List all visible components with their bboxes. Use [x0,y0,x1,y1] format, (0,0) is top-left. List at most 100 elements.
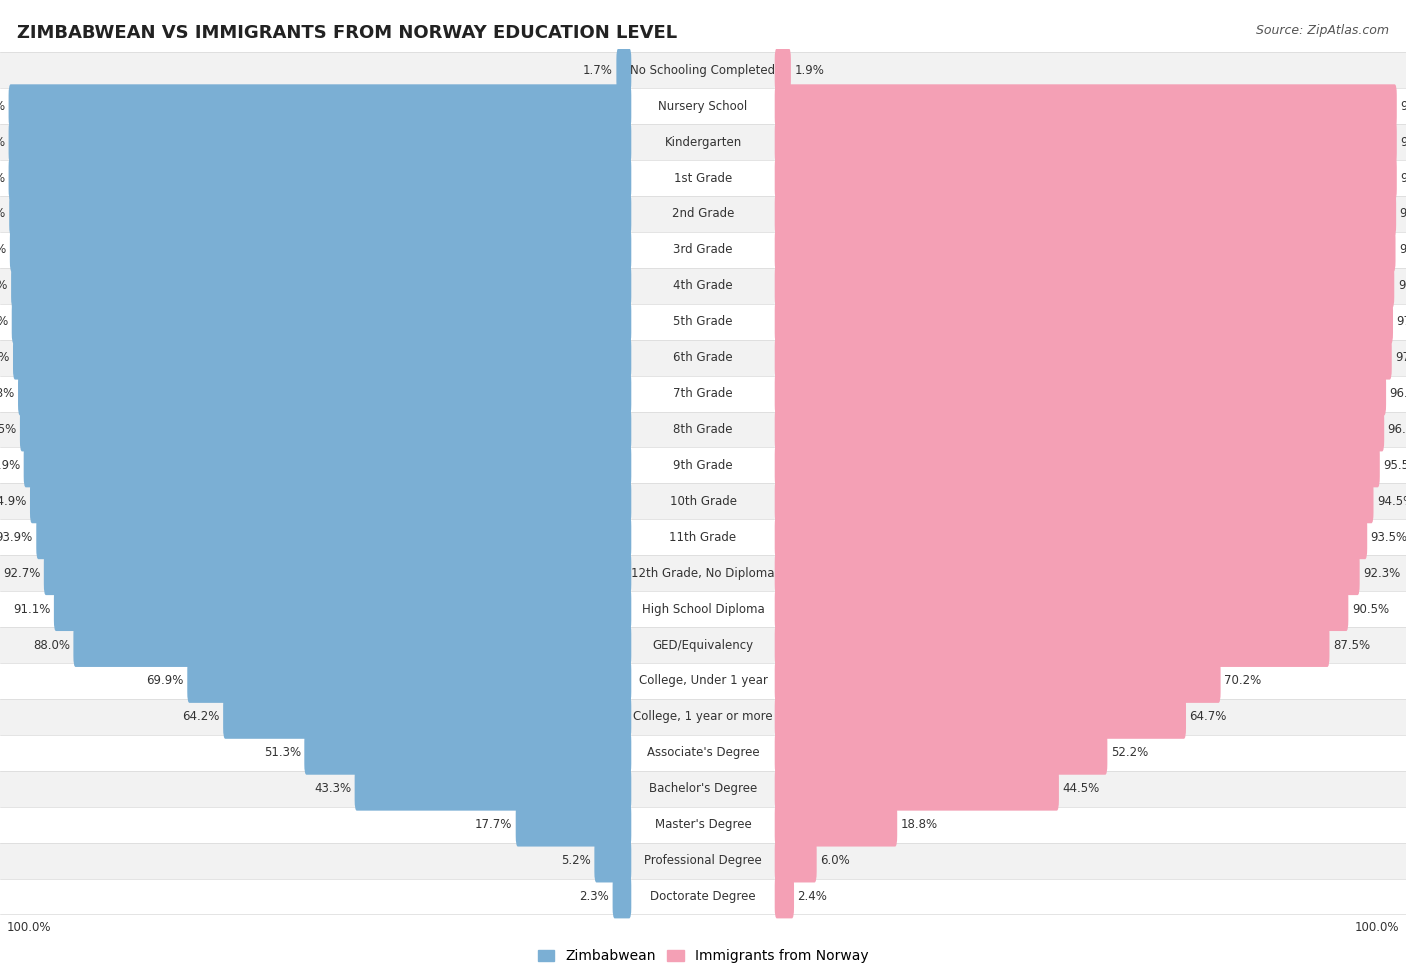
Text: 96.5%: 96.5% [1389,387,1406,400]
Bar [0,232,1406,268]
FancyBboxPatch shape [224,695,631,739]
Bar [0,520,1406,555]
Bar [0,555,1406,591]
Text: 10th Grade: 10th Grade [669,495,737,508]
FancyBboxPatch shape [8,156,631,200]
Bar [0,411,1406,448]
Text: 92.7%: 92.7% [3,566,41,580]
Text: 17.7%: 17.7% [475,818,512,831]
Text: ZIMBABWEAN VS IMMIGRANTS FROM NORWAY EDUCATION LEVEL: ZIMBABWEAN VS IMMIGRANTS FROM NORWAY EDU… [17,24,678,42]
Bar [0,878,1406,915]
Bar [0,124,1406,160]
Text: 98.3%: 98.3% [0,136,6,148]
Text: 97.6%: 97.6% [0,351,10,365]
FancyBboxPatch shape [775,228,1396,272]
Bar [0,268,1406,304]
Text: 98.2%: 98.2% [1400,172,1406,184]
Text: Source: ZipAtlas.com: Source: ZipAtlas.com [1256,24,1389,37]
Text: Professional Degree: Professional Degree [644,854,762,867]
FancyBboxPatch shape [18,371,631,415]
Text: 93.5%: 93.5% [1371,530,1406,544]
Text: Master's Degree: Master's Degree [655,818,751,831]
Text: No Schooling Completed: No Schooling Completed [630,63,776,77]
Text: 92.3%: 92.3% [1364,566,1400,580]
Text: 97.8%: 97.8% [1398,279,1406,292]
Text: 98.1%: 98.1% [1399,208,1406,220]
Text: 94.5%: 94.5% [1376,495,1406,508]
Text: 64.7%: 64.7% [1189,711,1227,723]
FancyBboxPatch shape [775,659,1220,703]
Text: 100.0%: 100.0% [7,920,52,933]
Bar [0,735,1406,771]
Text: Associate's Degree: Associate's Degree [647,746,759,760]
Text: GED/Equivalency: GED/Equivalency [652,639,754,651]
FancyBboxPatch shape [775,84,1396,128]
Text: 98.2%: 98.2% [1400,136,1406,148]
FancyBboxPatch shape [775,802,897,846]
FancyBboxPatch shape [354,766,631,810]
FancyBboxPatch shape [775,264,1395,308]
FancyBboxPatch shape [775,444,1379,488]
Bar [0,627,1406,663]
FancyBboxPatch shape [775,408,1384,451]
FancyBboxPatch shape [595,838,631,882]
FancyBboxPatch shape [8,84,631,128]
Text: 5.2%: 5.2% [561,854,591,867]
Text: 98.3%: 98.3% [0,172,6,184]
Text: 97.6%: 97.6% [1396,315,1406,329]
Text: 7th Grade: 7th Grade [673,387,733,400]
Text: 2.3%: 2.3% [579,890,609,903]
FancyBboxPatch shape [775,551,1360,595]
FancyBboxPatch shape [775,623,1330,667]
Text: 88.0%: 88.0% [32,639,70,651]
Text: 98.1%: 98.1% [0,244,7,256]
Text: 96.2%: 96.2% [1388,423,1406,436]
FancyBboxPatch shape [44,551,631,595]
Text: 6th Grade: 6th Grade [673,351,733,365]
Bar [0,663,1406,699]
FancyBboxPatch shape [11,264,631,308]
Text: Doctorate Degree: Doctorate Degree [650,890,756,903]
FancyBboxPatch shape [73,623,631,667]
Text: 97.8%: 97.8% [0,315,8,329]
Text: 95.9%: 95.9% [0,459,20,472]
FancyBboxPatch shape [616,49,631,93]
Text: College, Under 1 year: College, Under 1 year [638,675,768,687]
Text: 1.9%: 1.9% [794,63,824,77]
FancyBboxPatch shape [53,587,631,631]
FancyBboxPatch shape [775,695,1187,739]
Text: 70.2%: 70.2% [1225,675,1261,687]
Text: 69.9%: 69.9% [146,675,184,687]
Text: 90.5%: 90.5% [1351,603,1389,615]
Bar [0,484,1406,520]
FancyBboxPatch shape [8,120,631,164]
Text: 2.4%: 2.4% [797,890,827,903]
Bar [0,89,1406,124]
Text: 94.9%: 94.9% [0,495,27,508]
Text: 1st Grade: 1st Grade [673,172,733,184]
Bar [0,53,1406,89]
Text: 96.5%: 96.5% [0,423,17,436]
FancyBboxPatch shape [30,480,631,524]
FancyBboxPatch shape [775,587,1348,631]
FancyBboxPatch shape [775,300,1393,343]
FancyBboxPatch shape [775,49,792,93]
FancyBboxPatch shape [304,731,631,775]
FancyBboxPatch shape [775,766,1059,810]
FancyBboxPatch shape [775,192,1396,236]
Text: 98.2%: 98.2% [1400,99,1406,113]
Bar [0,448,1406,484]
Text: 51.3%: 51.3% [264,746,301,760]
Legend: Zimbabwean, Immigrants from Norway: Zimbabwean, Immigrants from Norway [537,950,869,963]
Text: High School Diploma: High School Diploma [641,603,765,615]
Text: 98.2%: 98.2% [0,208,6,220]
Text: College, 1 year or more: College, 1 year or more [633,711,773,723]
FancyBboxPatch shape [775,480,1374,524]
FancyBboxPatch shape [20,408,631,451]
FancyBboxPatch shape [775,838,817,882]
Bar [0,699,1406,735]
Text: 97.9%: 97.9% [0,279,7,292]
Bar [0,771,1406,806]
FancyBboxPatch shape [775,516,1367,560]
Text: 18.8%: 18.8% [901,818,938,831]
